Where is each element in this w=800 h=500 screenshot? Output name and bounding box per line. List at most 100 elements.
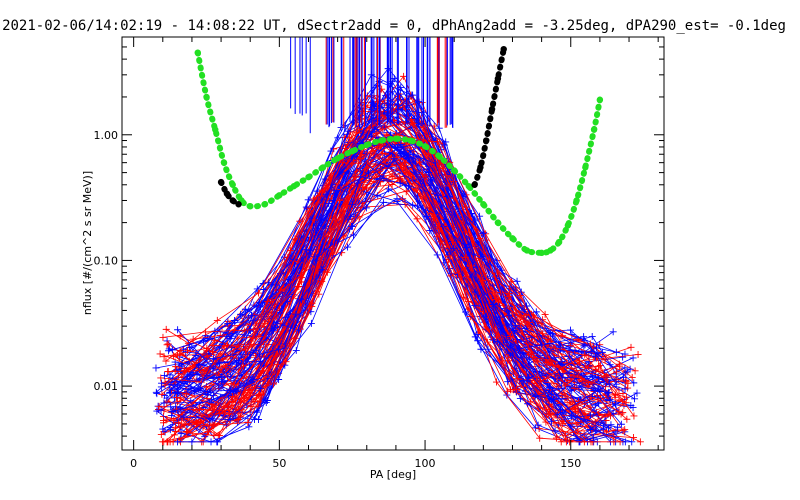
- measurement-marker: [538, 341, 546, 349]
- measurement-marker: [379, 125, 387, 133]
- measurement-marker: [505, 370, 513, 378]
- measurement-marker: [226, 410, 234, 418]
- measurement-marker: [571, 405, 579, 413]
- measurement-marker: [586, 411, 594, 419]
- measurement-marker: [584, 383, 592, 391]
- fit-point: [363, 141, 370, 149]
- measurement-marker: [532, 308, 540, 316]
- measurement-marker: [598, 348, 606, 356]
- measurement-marker: [176, 346, 184, 354]
- measurement-marker: [471, 215, 479, 223]
- measurement-marker: [568, 412, 576, 420]
- fit-point: [305, 173, 312, 181]
- measurement-marker: [580, 333, 588, 341]
- measurement-marker: [197, 367, 205, 375]
- measurement-marker: [196, 405, 204, 413]
- measurement-marker: [491, 296, 499, 304]
- y-tick-label: 0.10: [94, 254, 119, 267]
- measurement-marker: [505, 290, 513, 298]
- measurement-marker: [619, 427, 627, 435]
- fit-point: [276, 192, 283, 199]
- measurement-marker: [507, 277, 515, 285]
- measurement-marker: [209, 406, 217, 414]
- measurement-marker: [390, 155, 398, 163]
- measurement-marker: [302, 246, 310, 254]
- measurement-marker: [627, 343, 635, 351]
- measurement-marker: [519, 349, 527, 357]
- measurement-marker: [195, 385, 203, 393]
- measurement-marker: [384, 185, 392, 193]
- fit-point: [319, 164, 327, 171]
- fit-series-black: [217, 178, 242, 208]
- measurement-marker: [609, 328, 617, 336]
- measurement-marker: [605, 388, 613, 396]
- measurement-marker: [307, 308, 315, 316]
- measurement-marker: [344, 127, 352, 135]
- measurement-marker: [612, 368, 620, 376]
- measurement-marker: [512, 322, 520, 330]
- measurement-marker: [354, 159, 362, 167]
- measurement-marker: [520, 377, 528, 385]
- fit-point: [334, 155, 341, 162]
- measurement-marker: [561, 382, 569, 390]
- measurement-marker: [544, 410, 552, 418]
- measurement-marker: [315, 290, 323, 298]
- measurement-line: [173, 140, 635, 421]
- fit-point: [235, 201, 242, 208]
- fit-point: [378, 137, 385, 144]
- measurement-marker: [605, 424, 613, 432]
- measurement-marker: [619, 409, 627, 417]
- x-tick-label: 0: [130, 457, 137, 470]
- measurement-marker: [462, 308, 470, 316]
- measurement-marker: [590, 434, 598, 442]
- measurement-marker: [252, 346, 260, 354]
- measurement-marker: [336, 196, 344, 204]
- chart-title: 2021-02-06/14:02:19 - 14:08:22 UT, dSect…: [2, 18, 786, 34]
- measurement-marker: [551, 427, 559, 435]
- measurement-marker: [163, 415, 171, 423]
- measurement-marker: [562, 438, 570, 446]
- fit-point: [573, 197, 580, 204]
- measurement-marker: [262, 399, 270, 407]
- measurement-marker: [549, 361, 557, 369]
- measurement-marker: [531, 393, 539, 401]
- measurement-marker: [152, 364, 160, 372]
- fit-point: [488, 105, 496, 113]
- measurement-marker: [153, 407, 161, 415]
- fit-point: [509, 235, 516, 242]
- measurement-marker: [621, 385, 629, 393]
- fit-point: [194, 49, 201, 56]
- measurement-marker: [376, 142, 384, 150]
- fit-point: [494, 75, 502, 82]
- measurement-marker: [477, 345, 485, 353]
- measurement-marker: [393, 195, 401, 203]
- data-layer: [152, 37, 644, 446]
- measurement-marker: [172, 427, 180, 435]
- fit-point: [596, 96, 604, 103]
- measurement-marker: [160, 353, 168, 361]
- measurement-marker: [553, 411, 561, 419]
- measurement-marker: [208, 396, 216, 404]
- measurement-marker: [441, 215, 449, 223]
- measurement-marker: [170, 417, 178, 425]
- measurement-marker: [168, 408, 176, 416]
- measurement-marker: [415, 158, 423, 166]
- measurement-marker: [189, 335, 197, 343]
- fit-point: [261, 201, 268, 208]
- fit-point: [407, 137, 414, 144]
- measurement-marker: [449, 244, 457, 252]
- measurement-marker: [576, 357, 584, 365]
- measurement-marker: [217, 377, 225, 385]
- measurement-marker: [347, 222, 355, 230]
- measurement-marker: [611, 393, 619, 401]
- measurement-line: [176, 102, 623, 390]
- measurement-marker: [636, 438, 644, 446]
- measurement-marker: [169, 384, 177, 392]
- measurement-marker: [433, 251, 441, 259]
- measurement-marker: [165, 347, 173, 355]
- measurement-marker: [344, 243, 352, 251]
- measurement-marker: [535, 425, 543, 433]
- measurement-marker: [307, 246, 315, 254]
- measurement-marker: [492, 378, 500, 386]
- measurement-marker: [351, 193, 359, 201]
